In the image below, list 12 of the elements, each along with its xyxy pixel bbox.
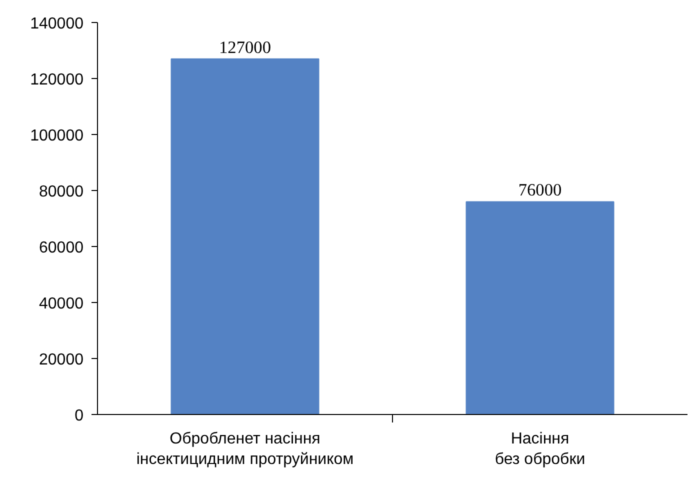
- y-tick-label: 60000: [39, 240, 84, 256]
- y-tick-label: 20000: [39, 352, 84, 368]
- y-tick-label: 120000: [30, 72, 84, 88]
- y-tick-label: 80000: [39, 184, 84, 200]
- x-tick-label: Насіння без обробки: [494, 430, 586, 468]
- y-tick-label: 100000: [30, 128, 84, 144]
- y-tick-label: 140000: [30, 16, 84, 32]
- y-tick-label: 0: [74, 408, 84, 424]
- data-label: 127000: [219, 38, 271, 57]
- x-tick-label: Обробленет насіння інсектицидним протруйником: [136, 430, 354, 468]
- y-tick-label: 40000: [39, 296, 84, 312]
- data-label: 76000: [518, 180, 562, 200]
